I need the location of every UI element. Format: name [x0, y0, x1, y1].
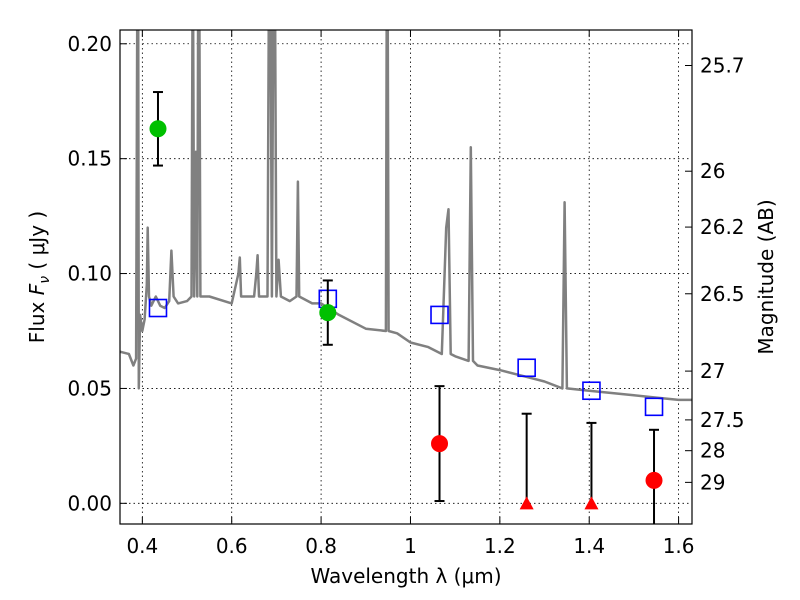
green-circle-marker [319, 304, 337, 322]
y-tick-label: 0.15 [67, 147, 112, 171]
x-tick-label: 1.6 [663, 534, 695, 558]
mag-tick-label: 26 [700, 159, 725, 183]
spectrum-layer [120, 30, 692, 402]
mag-tick-label: 28 [700, 439, 725, 463]
mag-tick-label: 27.5 [700, 408, 745, 432]
mag-tick-label: 26.5 [700, 282, 745, 306]
x-tick-label: 1 [404, 534, 417, 558]
green-circle-marker [149, 120, 167, 138]
mag-tick-label: 27 [700, 359, 725, 383]
mag-tick-label: 26.2 [700, 215, 745, 239]
x-tick-label: 0.6 [216, 534, 248, 558]
red-triangle-marker [519, 496, 534, 510]
red-circle-marker [645, 471, 663, 489]
x-tick-label: 1.2 [484, 534, 516, 558]
marker-layer [148, 91, 664, 524]
y-tick-label: 0.05 [67, 376, 112, 400]
x-tick-label: 0.4 [126, 534, 158, 558]
grid [120, 30, 692, 524]
model-square-marker [644, 397, 664, 417]
y-tick-label: 0.20 [67, 32, 112, 56]
y-axis-title-symbol: F [25, 283, 49, 295]
upper-limit-bar [586, 421, 597, 504]
x-tick-label: 0.8 [305, 534, 337, 558]
red-triangle-marker [584, 496, 599, 510]
plot-background [120, 30, 692, 524]
y-tick-label: 0.00 [67, 491, 112, 515]
upper-limit-bar [521, 412, 532, 504]
x-axis-title: Wavelength λ (μm) [310, 564, 501, 588]
mag-tick-label: 25.7 [700, 54, 745, 78]
y-tick-label: 0.10 [67, 262, 112, 286]
y-axis-title-prefix: Flux [25, 295, 49, 343]
model-square-marker [148, 298, 168, 318]
y2-axis-title: Magnitude (AB) [754, 199, 778, 354]
y-axis-title-subscript: ν [37, 276, 53, 284]
mag-tick-label: 29 [700, 470, 725, 494]
red-circle-marker [431, 435, 449, 453]
model-square-marker [430, 305, 449, 325]
model-square-marker [517, 358, 536, 378]
plot-frame [119, 29, 693, 525]
spectrum-line [120, 30, 692, 402]
ticks: 0.4 0.6 0.8 1 1.2 1.4 1.6 0.00 0.05 0.10 0.15 0.20 2… [67, 30, 745, 558]
x-tick-label: 1.4 [573, 534, 605, 558]
model-square-marker [582, 381, 601, 401]
y-axis-title-unit: ( μJy ) [25, 211, 49, 276]
y-axis-title: Flux Fν ( μJy ) [25, 211, 53, 343]
